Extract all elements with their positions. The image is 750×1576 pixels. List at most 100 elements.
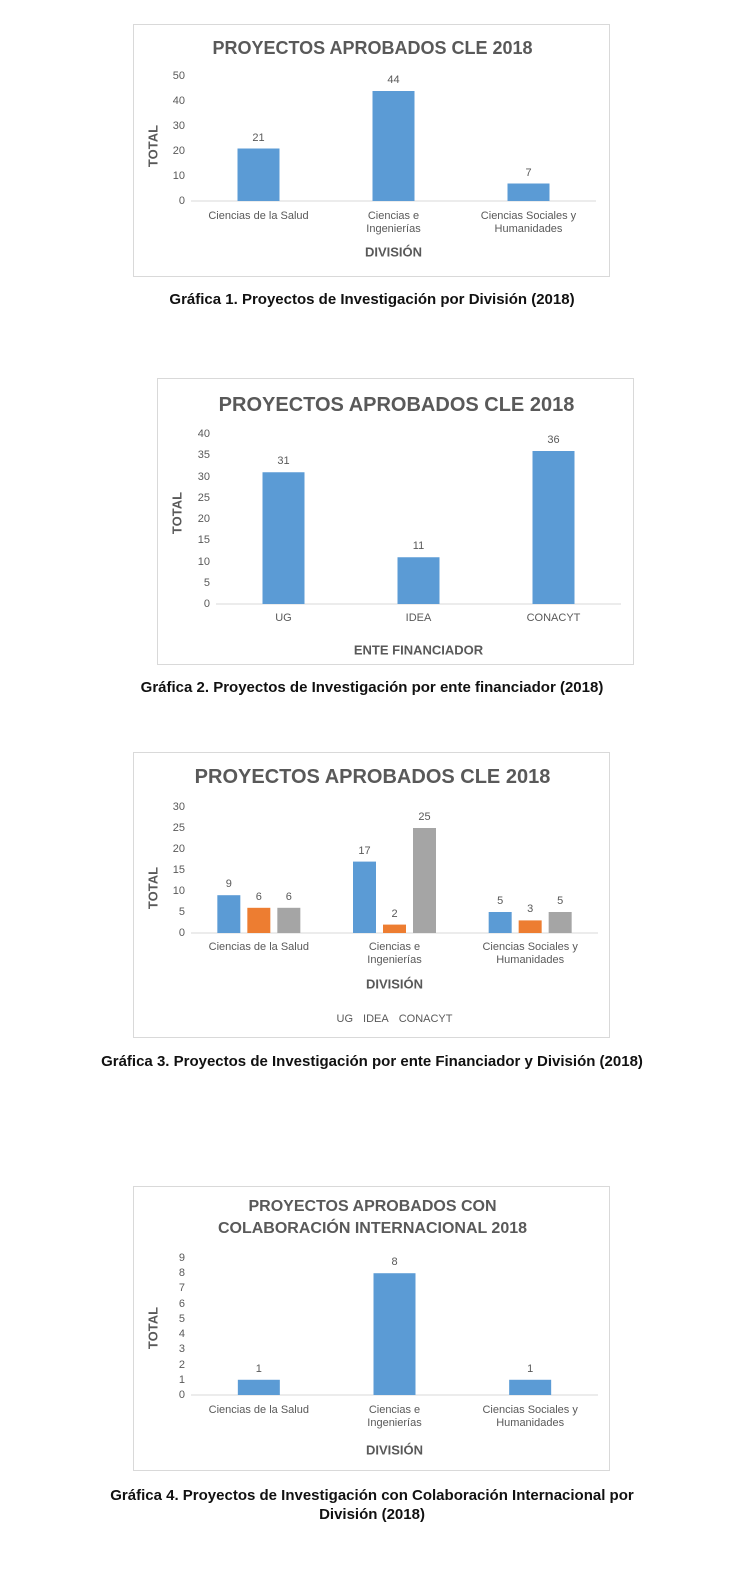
legend-item: UG: [337, 1013, 354, 1025]
y-axis-label: TOTAL: [169, 491, 185, 535]
legend-label: IDEA: [363, 1013, 389, 1025]
y-tick-label: 15: [172, 864, 185, 876]
x-tick-label: Ciencias e Ingenierías: [367, 941, 422, 966]
y-tick-label: 5: [203, 576, 210, 589]
x-axis-label: DIVISIÓN: [365, 1442, 424, 1458]
y-tick-label: 25: [197, 491, 210, 504]
bar: [237, 1379, 280, 1395]
bar: [237, 148, 280, 201]
y-tick-label: 10: [172, 885, 185, 897]
data-label: 5: [557, 895, 564, 907]
chart-box: PROYECTOS APROBADOS CLE 2018 TOTAL DIVISIÓ…: [133, 24, 610, 277]
chart-title: PROYECTOS APROBADOS CON COLABORACIÓN INT…: [217, 1198, 528, 1237]
legend-item: IDEA: [363, 1013, 389, 1025]
x-tick-label: Ciencias e Ingenierías: [367, 1404, 422, 1429]
figure-caption: Gráfica 1. Proyectos de Investigación po…: [169, 291, 575, 308]
chart-svg: [191, 91, 596, 202]
data-label: 1: [527, 1362, 534, 1375]
data-label: 11: [412, 540, 425, 553]
bar: [247, 907, 271, 933]
data-label: 17: [358, 844, 371, 857]
x-tick-label: Ciencias Sociales y Humanidades: [482, 1404, 578, 1429]
y-tick-label: 25: [172, 822, 185, 834]
bar: [353, 861, 376, 933]
y-tick-label: 30: [172, 120, 185, 132]
y-axis-label: TOTAL: [145, 1306, 161, 1350]
data-label: 44: [387, 74, 400, 86]
data-label: 7: [525, 166, 532, 179]
y-tick-label: 0: [178, 927, 185, 939]
x-tick-label: IDEA: [405, 612, 432, 624]
chart-title: PROYECTOS APROBADOS CLE 2018: [212, 38, 533, 58]
y-axis-label: TOTAL: [145, 124, 161, 168]
bar: [262, 472, 305, 604]
data-label: 21: [252, 131, 265, 144]
data-label: 3: [527, 903, 534, 916]
y-tick-label: 20: [172, 843, 185, 855]
y-tick-label: 5: [178, 906, 185, 918]
y-tick-label: 0: [178, 195, 185, 207]
y-tick-label: 40: [172, 95, 185, 107]
y-tick-label: 4: [178, 1328, 185, 1341]
data-label: 9: [225, 878, 232, 891]
x-tick-label: Ciencias Sociales y Humanidades: [482, 941, 578, 966]
y-tick-label: 0: [178, 1389, 185, 1401]
bar: [277, 907, 301, 933]
data-label: 8: [391, 1256, 398, 1269]
data-label: 5: [497, 895, 504, 907]
chart-svg: [191, 1273, 598, 1396]
data-label: 25: [418, 811, 431, 823]
x-axis-label: ENTE FINANCIADOR: [353, 642, 484, 658]
data-label: 2: [391, 907, 398, 920]
x-tick-label: Ciencias de la Salud: [208, 210, 309, 222]
y-tick-label: 50: [172, 70, 185, 82]
y-tick-label: 5: [178, 1312, 185, 1325]
y-tick-label: 40: [197, 428, 210, 440]
x-tick-label: Ciencias e Ingenierías: [366, 210, 421, 235]
bar: [383, 924, 406, 933]
figure-caption: Gráfica 3. Proyectos de Investigación po…: [101, 1053, 643, 1070]
y-tick-label: 30: [172, 801, 185, 813]
x-tick-label: Ciencias de la Salud: [208, 941, 309, 953]
bar: [413, 828, 436, 933]
chart-title: PROYECTOS APROBADOS CLE 2018: [194, 766, 551, 788]
x-axis-label: DIVISIÓN: [365, 976, 424, 992]
bar: [397, 557, 440, 604]
chart-box: PROYECTOS APROBADOS CLE 2018 TOTAL DIVISIÓ…: [133, 752, 610, 1038]
y-tick-label: 20: [172, 145, 185, 157]
x-axis-label: DIVISIÓN: [364, 244, 423, 260]
bar: [373, 1273, 416, 1395]
y-tick-label: 30: [197, 470, 210, 483]
y-tick-label: 10: [172, 170, 185, 182]
chart-box: PROYECTOS APROBADOS CON COLABORACIÓN INT…: [133, 1186, 610, 1471]
figure-caption: Gráfica 4. Proyectos de Investigación co…: [110, 1487, 634, 1523]
bar: [509, 1379, 552, 1395]
data-label: 1: [255, 1362, 262, 1375]
y-tick-label: 35: [197, 449, 210, 462]
y-tick-label: 8: [178, 1267, 185, 1280]
bar: [532, 451, 575, 604]
x-tick-label: Ciencias Sociales y Humanidades: [480, 210, 577, 235]
x-tick-label: Ciencias de la Salud: [208, 1404, 309, 1416]
bar: [507, 183, 550, 201]
y-tick-label: 20: [197, 513, 210, 525]
data-label: 6: [285, 890, 292, 903]
data-label: 31: [277, 455, 290, 468]
x-tick-label: CONACYT: [526, 612, 581, 624]
legend-label: CONACYT: [398, 1013, 453, 1025]
y-tick-label: 6: [178, 1297, 185, 1310]
y-tick-label: 0: [203, 598, 210, 610]
y-tick-label: 9: [178, 1252, 185, 1264]
chart-svg: [191, 828, 598, 934]
bar: [488, 912, 512, 933]
chart-box: PROYECTOS APROBADOS CLE 2018 TOTAL ENTE FI…: [157, 378, 634, 665]
y-tick-label: 10: [197, 555, 210, 568]
chart-svg: [216, 451, 621, 605]
chart-title: PROYECTOS APROBADOS CLE 2018: [218, 394, 575, 416]
y-tick-label: 1: [178, 1373, 185, 1386]
y-tick-label: 2: [178, 1358, 185, 1371]
y-axis-label: TOTAL: [145, 866, 161, 910]
bar: [217, 895, 241, 933]
bar: [518, 920, 542, 933]
